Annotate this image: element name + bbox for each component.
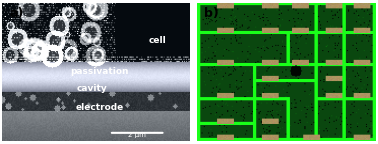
Text: 2 μm: 2 μm (128, 132, 146, 138)
Text: b): b) (204, 7, 219, 20)
Text: a): a) (9, 7, 24, 20)
Text: cell: cell (149, 36, 167, 45)
Text: electrode: electrode (76, 103, 124, 112)
Text: cavity: cavity (77, 84, 107, 93)
Text: passivation: passivation (70, 68, 129, 76)
